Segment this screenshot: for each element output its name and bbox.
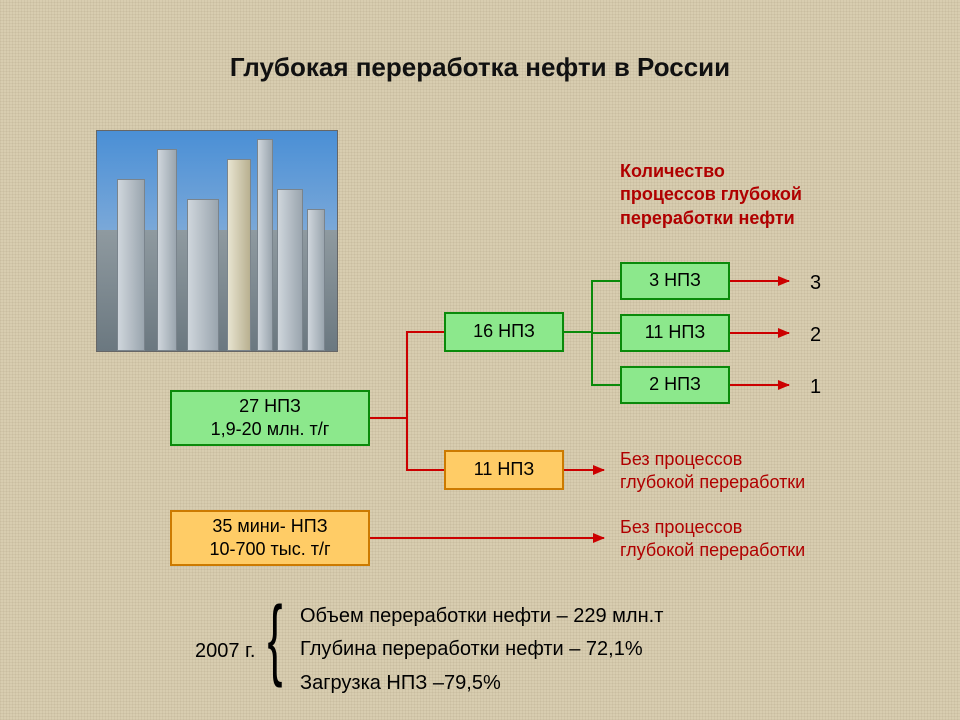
node-11-npz: 11 НПЗ xyxy=(444,450,564,490)
slide: Глубокая переработка нефти в России 27 Н… xyxy=(0,0,960,720)
refinery-photo xyxy=(96,130,338,352)
count-2: 2 xyxy=(810,324,821,347)
deep-processes-header: Количествопроцессов глубокойпереработки … xyxy=(620,160,930,230)
node-2-npz: 2 НПЗ xyxy=(620,366,730,404)
no-deep-11: Без процессовглубокой переработки xyxy=(620,448,920,495)
no-deep-mini: Без процессовглубокой переработки xyxy=(620,516,920,563)
node-16-npz: 16 НПЗ xyxy=(444,312,564,352)
fact-volume: Объем переработки нефти – 229 млн.т xyxy=(300,605,663,628)
node-11-npz-leaf: 11 НПЗ xyxy=(620,314,730,352)
node-27-npz: 27 НПЗ1,9-20 млн. т/г xyxy=(170,390,370,446)
bracket-icon: { xyxy=(268,594,283,684)
node-35-mini-npz: 35 мини- НПЗ10-700 тыс. т/г xyxy=(170,510,370,566)
slide-title: Глубокая переработка нефти в России xyxy=(0,52,960,83)
node-3-npz: 3 НПЗ xyxy=(620,262,730,300)
year-label: 2007 г. xyxy=(195,640,255,663)
count-3: 3 xyxy=(810,272,821,295)
fact-depth: Глубина переработки нефти – 72,1% xyxy=(300,638,643,661)
fact-loading: Загрузка НПЗ –79,5% xyxy=(300,672,501,695)
count-1: 1 xyxy=(810,376,821,399)
